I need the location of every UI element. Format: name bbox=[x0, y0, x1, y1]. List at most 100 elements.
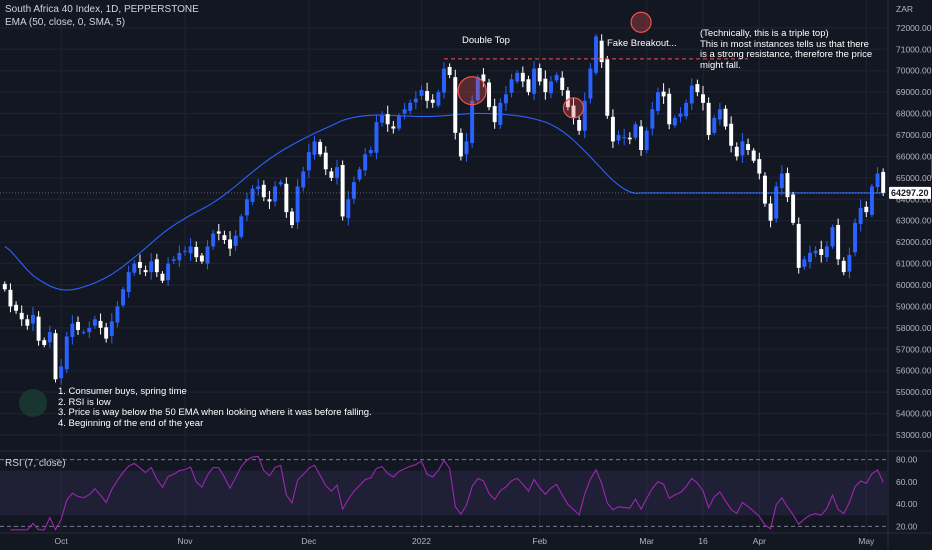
candle-body[interactable] bbox=[554, 75, 559, 81]
candle-body[interactable] bbox=[594, 36, 598, 73]
candle-body[interactable] bbox=[42, 340, 47, 345]
candle-body[interactable] bbox=[261, 184, 266, 198]
candle-body[interactable] bbox=[132, 263, 137, 273]
candle-body[interactable] bbox=[515, 72, 520, 82]
candle-body[interactable] bbox=[385, 114, 390, 125]
candle-body[interactable] bbox=[396, 115, 401, 129]
candle-body[interactable] bbox=[768, 203, 773, 221]
candle-body[interactable] bbox=[560, 77, 565, 90]
candle-body[interactable] bbox=[14, 304, 19, 311]
candle-body[interactable] bbox=[537, 68, 542, 82]
candle-body[interactable] bbox=[819, 249, 824, 255]
candle-body[interactable] bbox=[723, 108, 728, 127]
candle-body[interactable] bbox=[712, 117, 717, 133]
candle-body[interactable] bbox=[81, 332, 86, 334]
candle-body[interactable] bbox=[402, 109, 407, 114]
candle-layer[interactable] bbox=[2, 33, 886, 385]
candle-body[interactable] bbox=[734, 146, 739, 157]
candle-body[interactable] bbox=[194, 246, 199, 258]
candle-body[interactable] bbox=[633, 124, 638, 138]
candle-body[interactable] bbox=[329, 171, 334, 178]
candle-body[interactable] bbox=[610, 116, 615, 142]
candle-body[interactable] bbox=[571, 105, 576, 118]
candle-body[interactable] bbox=[323, 152, 328, 170]
candle-body[interactable] bbox=[644, 130, 649, 150]
candle-body[interactable] bbox=[678, 113, 683, 117]
candle-body[interactable] bbox=[64, 336, 69, 370]
candle-body[interactable] bbox=[549, 81, 553, 94]
candle-body[interactable] bbox=[791, 194, 796, 223]
candle-body[interactable] bbox=[717, 109, 722, 120]
candle-body[interactable] bbox=[774, 186, 779, 219]
candle-body[interactable] bbox=[143, 270, 148, 273]
candle-body[interactable] bbox=[47, 332, 52, 343]
candle-body[interactable] bbox=[740, 141, 745, 156]
candle-body[interactable] bbox=[374, 122, 379, 153]
candle-body[interactable] bbox=[841, 260, 846, 273]
candle-body[interactable] bbox=[503, 94, 508, 104]
candle-body[interactable] bbox=[650, 109, 655, 129]
candle-body[interactable] bbox=[565, 90, 570, 108]
candle-body[interactable] bbox=[239, 216, 244, 237]
candle-body[interactable] bbox=[149, 261, 154, 273]
candle-body[interactable] bbox=[380, 115, 385, 123]
candle-body[interactable] bbox=[278, 182, 283, 185]
candle-body[interactable] bbox=[59, 366, 64, 379]
candle-body[interactable] bbox=[875, 173, 880, 187]
candle-body[interactable] bbox=[808, 252, 812, 262]
candle-body[interactable] bbox=[520, 72, 525, 82]
candle-body[interactable] bbox=[76, 321, 80, 330]
candle-body[interactable] bbox=[188, 246, 193, 254]
candle-body[interactable] bbox=[250, 188, 255, 202]
candle-body[interactable] bbox=[830, 227, 835, 247]
candle-body[interactable] bbox=[413, 98, 418, 103]
candle-body[interactable] bbox=[335, 167, 339, 178]
candle-body[interactable] bbox=[869, 186, 874, 215]
candle-body[interactable] bbox=[729, 123, 734, 146]
candle-body[interactable] bbox=[605, 59, 610, 116]
candle-body[interactable] bbox=[864, 206, 869, 213]
candle-body[interactable] bbox=[498, 102, 503, 125]
candle-body[interactable] bbox=[785, 173, 790, 198]
candle-body[interactable] bbox=[751, 150, 756, 161]
candle-body[interactable] bbox=[318, 141, 323, 155]
candle-body[interactable] bbox=[453, 77, 458, 133]
candle-body[interactable] bbox=[70, 323, 75, 337]
candle-body[interactable] bbox=[408, 102, 413, 111]
candle-body[interactable] bbox=[689, 85, 694, 104]
candle-body[interactable] bbox=[30, 315, 35, 324]
candle-body[interactable] bbox=[543, 78, 548, 93]
candle-body[interactable] bbox=[853, 222, 858, 253]
candle-body[interactable] bbox=[802, 259, 807, 267]
candle-body[interactable] bbox=[695, 84, 700, 93]
candle-body[interactable] bbox=[137, 261, 142, 268]
candle-body[interactable] bbox=[684, 102, 689, 117]
candle-body[interactable] bbox=[588, 68, 593, 99]
candle-body[interactable] bbox=[363, 154, 368, 171]
candle-body[interactable] bbox=[160, 273, 165, 281]
candle-body[interactable] bbox=[154, 259, 159, 273]
candle-body[interactable] bbox=[115, 306, 120, 323]
candle-body[interactable] bbox=[306, 152, 311, 171]
candle-body[interactable] bbox=[481, 74, 486, 82]
candle-body[interactable] bbox=[622, 137, 627, 139]
candle-body[interactable] bbox=[599, 40, 604, 63]
candle-body[interactable] bbox=[470, 100, 475, 144]
candle-body[interactable] bbox=[109, 321, 114, 336]
candle-body[interactable] bbox=[667, 93, 672, 125]
candle-body[interactable] bbox=[824, 246, 829, 258]
candle-body[interactable] bbox=[340, 165, 345, 217]
candle-body[interactable] bbox=[458, 132, 463, 157]
candle-body[interactable] bbox=[627, 137, 632, 140]
candle-body[interactable] bbox=[273, 186, 278, 202]
candle-body[interactable] bbox=[582, 100, 587, 131]
candle-body[interactable] bbox=[442, 68, 446, 93]
candle-body[interactable] bbox=[779, 173, 784, 189]
candle-body[interactable] bbox=[464, 141, 469, 155]
candle-body[interactable] bbox=[813, 250, 818, 254]
candle-body[interactable] bbox=[8, 289, 13, 307]
candle-body[interactable] bbox=[126, 272, 131, 292]
candle-body[interactable] bbox=[436, 92, 441, 106]
candle-body[interactable] bbox=[796, 223, 801, 268]
candle-body[interactable] bbox=[425, 91, 430, 101]
